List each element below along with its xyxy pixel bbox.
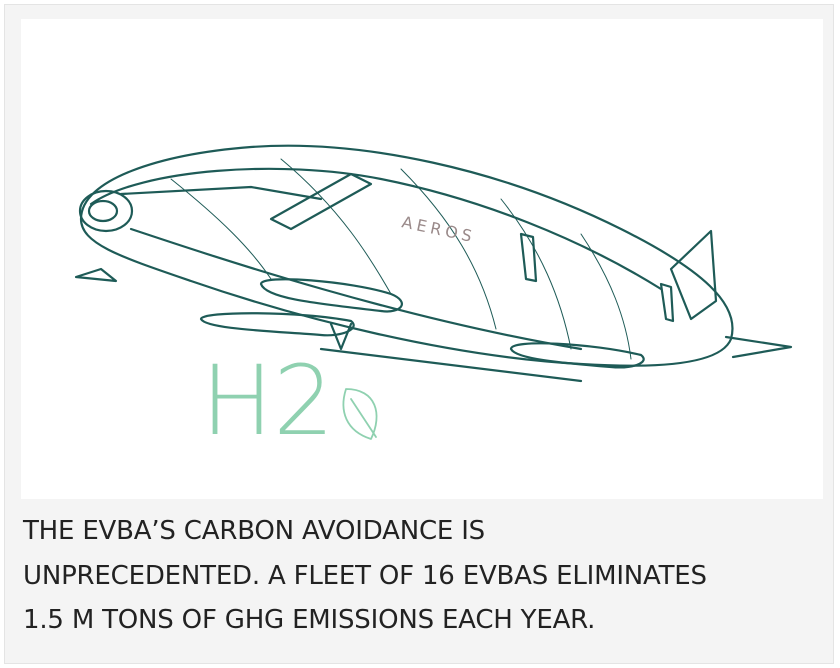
caption-line: 1.5 M TONS OF GHG EMISSIONS EACH YEAR.	[23, 598, 707, 643]
rail	[121, 187, 321, 199]
nose-inner	[89, 201, 117, 221]
leaf-icon	[343, 389, 376, 439]
rigging	[321, 324, 581, 381]
nose	[80, 191, 132, 231]
engine	[661, 284, 673, 321]
page: AEROS H2 THE EVBA’S CARBON AVOIDANCE IS …	[0, 0, 840, 668]
tail-fin	[671, 231, 716, 319]
hull-line	[131, 229, 581, 349]
h2-label: H2	[201, 345, 334, 457]
caption: THE EVBA’S CARBON AVOIDANCE IS UNPRECEDE…	[23, 509, 707, 643]
hull	[81, 146, 733, 366]
tail	[726, 337, 791, 357]
window	[271, 174, 371, 229]
gondola	[261, 279, 402, 311]
front-fin	[76, 269, 116, 281]
fin	[511, 343, 644, 367]
caption-line: THE EVBA’S CARBON AVOIDANCE IS	[23, 509, 707, 554]
engine	[521, 234, 536, 281]
illustration: AEROS H2	[21, 19, 823, 499]
hull-line	[91, 169, 661, 289]
card: AEROS H2 THE EVBA’S CARBON AVOIDANCE IS …	[4, 4, 834, 664]
airship-drawing: AEROS H2	[21, 19, 823, 499]
brand-text: AEROS	[400, 212, 477, 246]
caption-line: UNPRECEDENTED. A FLEET OF 16 EVBAS ELIMI…	[23, 554, 707, 599]
